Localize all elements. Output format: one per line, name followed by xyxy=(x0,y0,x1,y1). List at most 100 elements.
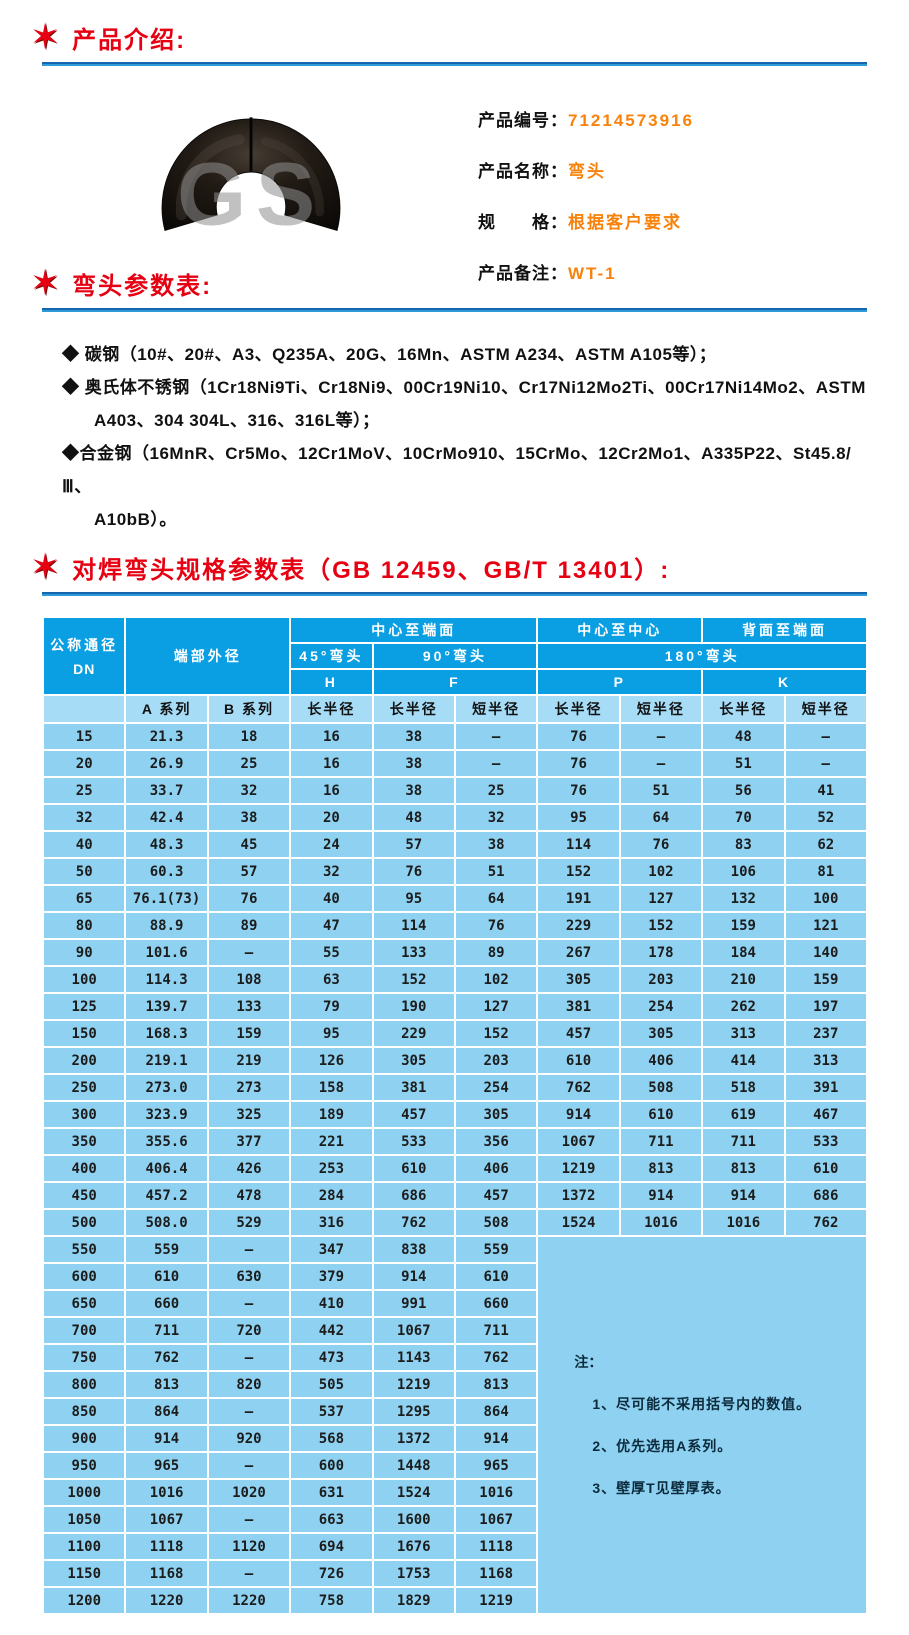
table-cell: 158 xyxy=(291,1075,372,1100)
table-cell: 83 xyxy=(703,832,784,857)
subheader-long-radius: 长半径 xyxy=(291,696,372,722)
section-header-intro: ✶ 产品介绍: xyxy=(30,16,909,58)
table-cell: 457 xyxy=(455,1183,537,1208)
table-cell: 1753 xyxy=(373,1561,454,1586)
table-cell: 102 xyxy=(455,967,537,992)
materials-list: ◆ 碳钢（10#、20#、A3、Q235A、20G、16Mn、ASTM A234… xyxy=(62,338,867,536)
table-cell: 800 xyxy=(44,1372,125,1397)
table-cell: 1295 xyxy=(373,1399,454,1424)
table-cell: 1150 xyxy=(44,1561,125,1586)
table-cell: 914 xyxy=(126,1426,207,1451)
table-cell: 76.1(73) xyxy=(126,886,207,911)
table-cell: 38 xyxy=(373,751,454,776)
table-cell: 40 xyxy=(44,832,125,857)
table-cell: 355.6 xyxy=(126,1129,207,1154)
table-cell: 711 xyxy=(620,1129,702,1154)
table-cell: 1372 xyxy=(538,1183,619,1208)
table-cell: 89 xyxy=(208,913,290,938)
table-cell: 711 xyxy=(703,1129,784,1154)
table-cell: 200 xyxy=(44,1048,125,1073)
table-cell: — xyxy=(208,1507,290,1532)
table-cell: 64 xyxy=(455,886,537,911)
table-cell: 410 xyxy=(291,1291,372,1316)
table-cell: 76 xyxy=(538,724,619,749)
section-title-intro: 产品介绍: xyxy=(72,26,187,54)
table-cell: 210 xyxy=(703,967,784,992)
table-cell: 864 xyxy=(126,1399,207,1424)
table-cell: 1016 xyxy=(455,1480,537,1505)
table-cell: 159 xyxy=(208,1021,290,1046)
table-cell: — xyxy=(208,1453,290,1478)
section-title-params: 弯头参数表: xyxy=(72,272,213,300)
table-cell: 63 xyxy=(291,967,372,992)
table-cell: — xyxy=(785,751,866,776)
table-cell: 24 xyxy=(291,832,372,857)
table-cell: 95 xyxy=(538,805,619,830)
subheader-long-radius: 长半径 xyxy=(373,696,454,722)
table-cell: 21.3 xyxy=(126,724,207,749)
section-header-params: ✶ 弯头参数表: xyxy=(30,262,909,304)
table-cell: 108 xyxy=(208,967,290,992)
product-field-code: 产品编号： 71214573916 xyxy=(478,106,694,131)
table-cell: 1219 xyxy=(373,1372,454,1397)
table-cell: 38 xyxy=(373,778,454,803)
table-row: 250 273.0 273 158 381 254 762 508 518 391 xyxy=(44,1075,866,1100)
table-cell: 190 xyxy=(373,994,454,1019)
table-cell: 254 xyxy=(455,1075,537,1100)
header-row-sub: A 系列 B 系列 长半径 长半径 短半径 长半径 短半径 长半径 短半径 xyxy=(44,696,866,722)
table-cell: 26.9 xyxy=(126,751,207,776)
table-cell: 219 xyxy=(208,1048,290,1073)
table-cell: 529 xyxy=(208,1210,290,1235)
table-cell: 900 xyxy=(44,1426,125,1451)
table-cell: 305 xyxy=(455,1102,537,1127)
table-cell: 600 xyxy=(291,1453,372,1478)
table-cell: 1524 xyxy=(373,1480,454,1505)
table-cell: 1372 xyxy=(373,1426,454,1451)
table-cell: 100 xyxy=(785,886,866,911)
table-cell: 250 xyxy=(44,1075,125,1100)
product-intro-row: GS 产品编号： 71214573916 产品名称： 弯头 规 格： 根据客户要… xyxy=(0,66,909,283)
table-cell: 102 xyxy=(620,859,702,884)
table-cell: 381 xyxy=(373,1075,454,1100)
table-cell: 813 xyxy=(455,1372,537,1397)
product-field-name: 产品名称： 弯头 xyxy=(478,157,694,182)
table-row: 1000 1016 1020 631 1524 1016 xyxy=(44,1480,866,1505)
table-cell: 60.3 xyxy=(126,859,207,884)
star-icon: ✶ xyxy=(30,16,61,57)
header-center-to-center: 中心至中心 xyxy=(538,618,702,642)
table-cell: 1067 xyxy=(126,1507,207,1532)
table-cell: 650 xyxy=(44,1291,125,1316)
table-cell: 203 xyxy=(455,1048,537,1073)
table-row: 650 660—410 991 660 xyxy=(44,1291,866,1316)
table-cell: 914 xyxy=(538,1102,619,1127)
table-cell: 400 xyxy=(44,1156,125,1181)
table-cell: 762 xyxy=(785,1210,866,1235)
watermark-text: GS xyxy=(177,144,325,244)
table-cell: 55 xyxy=(291,940,372,965)
table-cell: 610 xyxy=(455,1264,537,1289)
table-cell: 40 xyxy=(291,886,372,911)
table-cell: 610 xyxy=(620,1102,702,1127)
pipe-highlight-right xyxy=(261,137,324,217)
table-row: 750 762—473 1143 762 xyxy=(44,1345,866,1370)
table-cell: 121 xyxy=(785,913,866,938)
header-k: K xyxy=(703,670,866,694)
pipe-body xyxy=(161,118,341,232)
table-cell: 850 xyxy=(44,1399,125,1424)
table-cell: 473 xyxy=(291,1345,372,1370)
table-cell: 106 xyxy=(703,859,784,884)
table-cell: 101.6 xyxy=(126,940,207,965)
table-cell: 62 xyxy=(785,832,866,857)
table-cell: 965 xyxy=(126,1453,207,1478)
table-cell: 229 xyxy=(373,1021,454,1046)
table-cell: 1220 xyxy=(208,1588,290,1613)
header-dn: 公称通径 DN xyxy=(44,618,125,694)
header-h: H xyxy=(291,670,372,694)
table-row: 65 76.1(73) 76 40 95 64 191 127 132 100 xyxy=(44,886,866,911)
table-cell: 762 xyxy=(373,1210,454,1235)
table-cell: 1118 xyxy=(126,1534,207,1559)
table-cell: 65 xyxy=(44,886,125,911)
header-center-to-end: 中心至端面 xyxy=(291,618,537,642)
table-cell: 126 xyxy=(291,1048,372,1073)
table-cell: — xyxy=(208,1561,290,1586)
